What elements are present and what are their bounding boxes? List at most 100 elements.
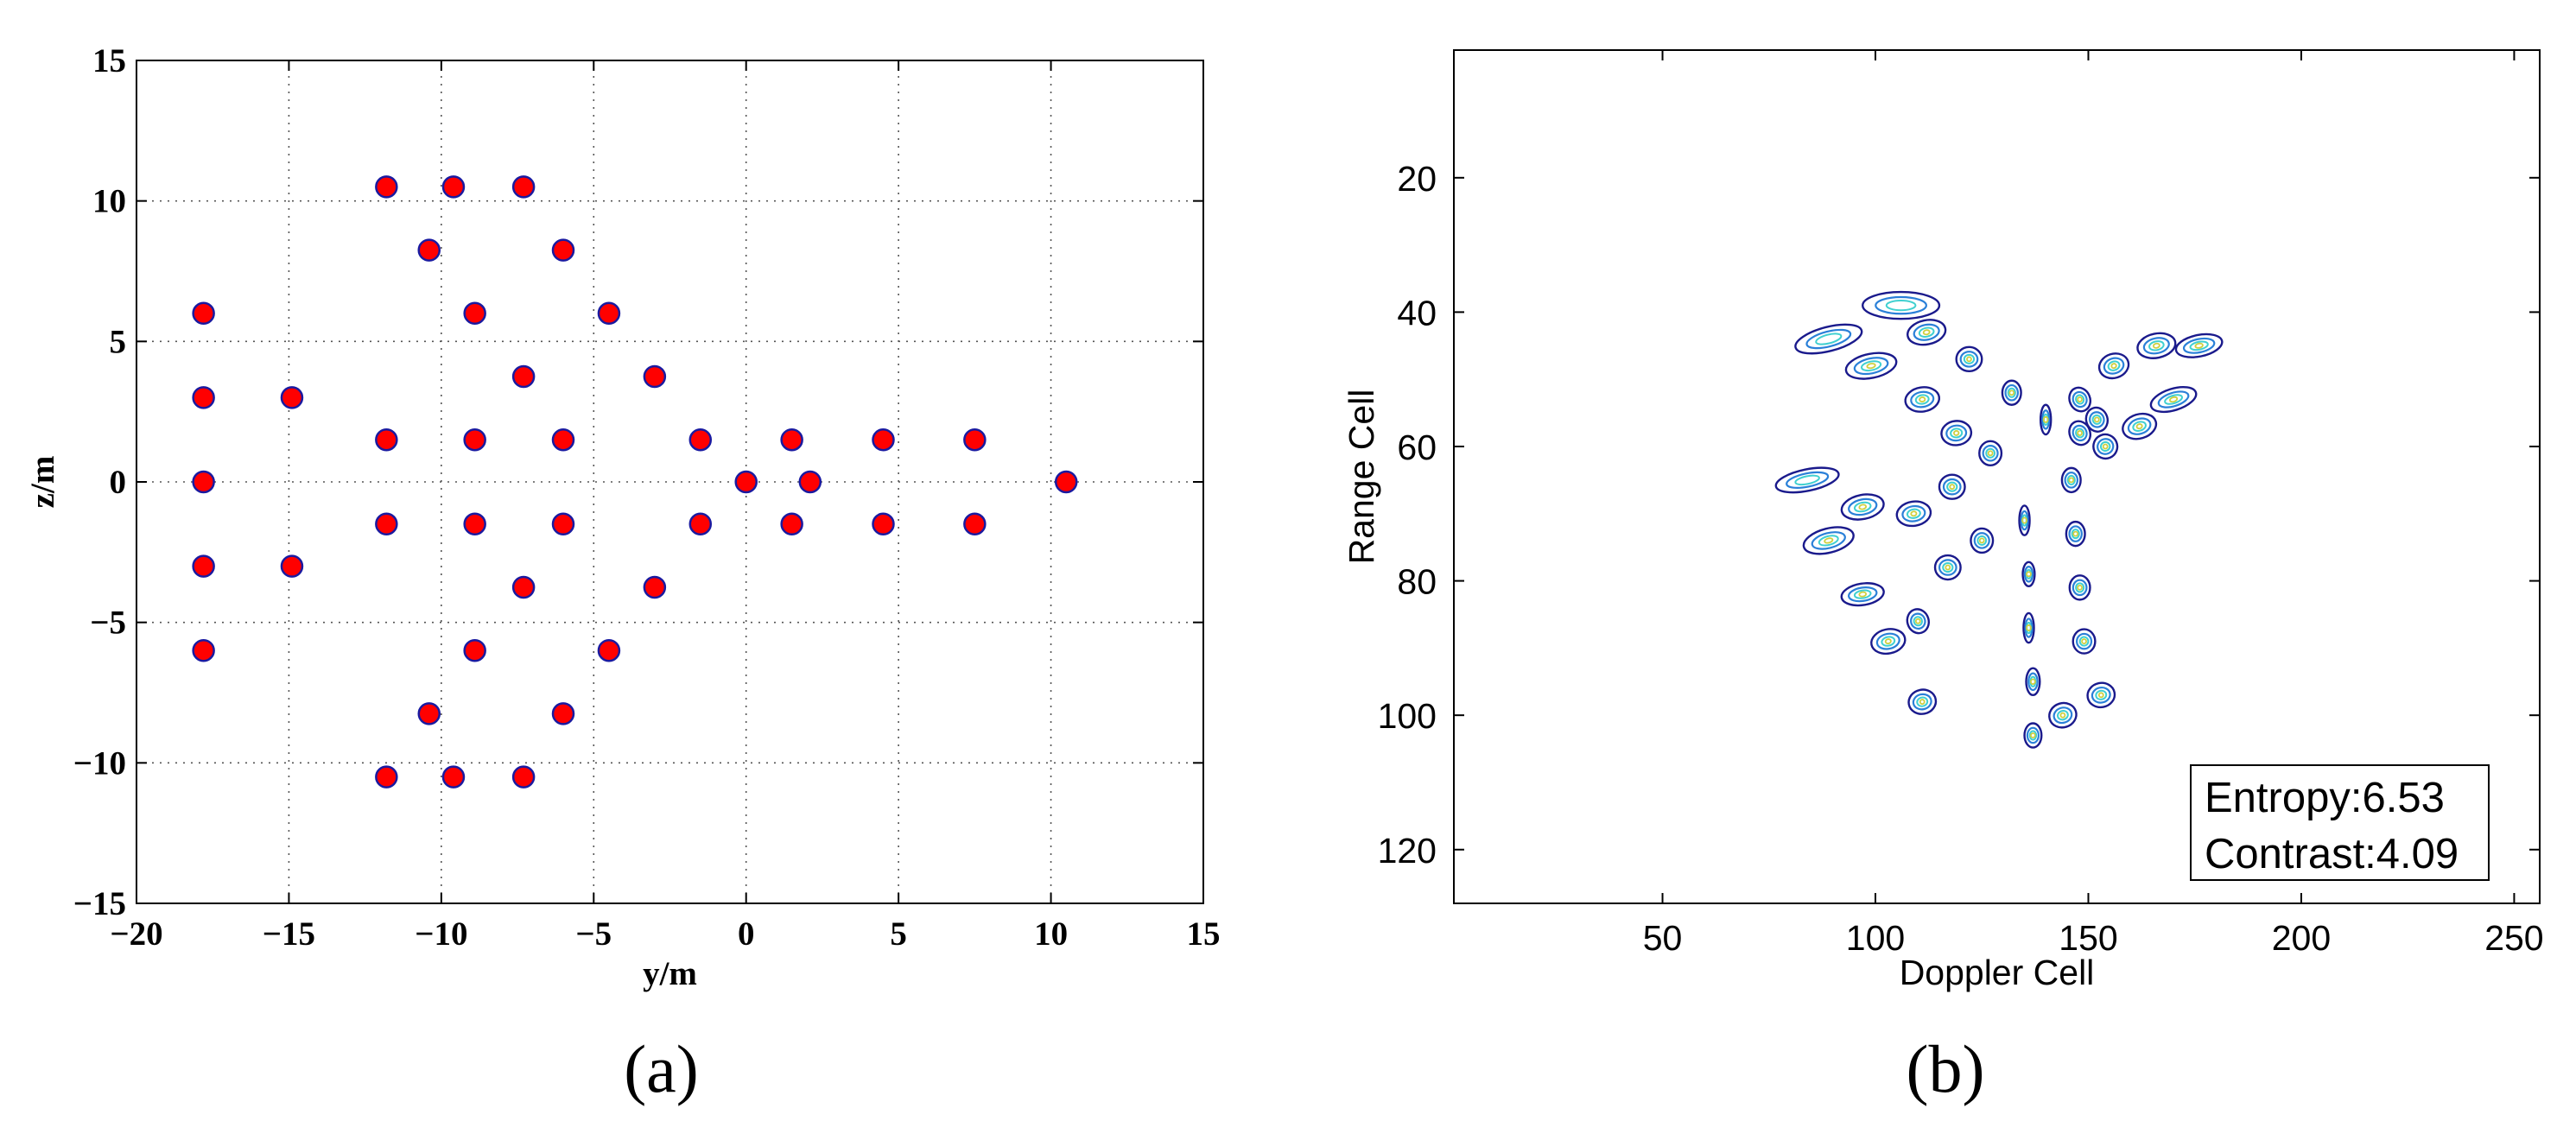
panel-b-contour-plot: 50 100 150 200 250 20 40 60 80 100 120 Entropy:6.5… [1342, 49, 2544, 1106]
contour-blob [2174, 332, 2224, 358]
contour-level-4 [1919, 699, 1926, 706]
contour-level-4 [1978, 537, 1985, 544]
contour-level-2 [1811, 531, 1846, 550]
scatter-point [872, 428, 895, 452]
contour-blob [1862, 290, 1941, 320]
contour-level-3 [1818, 535, 1839, 547]
contour-level-4 [2021, 516, 2027, 524]
contour-blob [2048, 701, 2078, 729]
contour-level-4 [1858, 504, 1868, 510]
contour-level-1 [1904, 386, 1941, 413]
contour-blob [2092, 433, 2119, 460]
contour-blob [1774, 466, 1840, 494]
contour-level-4 [1945, 564, 1951, 571]
contour-level-2 [2023, 566, 2034, 583]
panel-b-ticks: 50 100 150 200 250 20 40 60 80 100 120 [1378, 50, 2544, 958]
scatter-point [441, 765, 466, 788]
contour-level-1 [2068, 574, 2091, 601]
panel-a-grid [136, 60, 1203, 903]
contour-level-3 [2021, 514, 2027, 527]
scatter-point [417, 238, 441, 262]
contour-level-4 [2026, 624, 2032, 632]
contour-level-2 [1910, 612, 1926, 630]
panel-b-metrics-box [2190, 764, 2490, 881]
contour-level-3 [1913, 616, 1924, 627]
contour-level-1 [1844, 352, 1898, 380]
panel-b-y-tick-label: 60 [1397, 428, 1437, 467]
contour-level-4 [2110, 363, 2117, 370]
contour-level-3 [2095, 689, 2108, 700]
contour-level-1 [1794, 323, 1863, 355]
scatter-point [1054, 470, 1078, 494]
contour-level-4 [2102, 443, 2109, 450]
contour-level-3 [2026, 621, 2032, 635]
contour-level-4 [2026, 571, 2032, 578]
contour-blob [2039, 403, 2053, 436]
contour-level-2 [1910, 390, 1935, 408]
scatter-point [280, 386, 304, 409]
contour-blob [1840, 582, 1885, 607]
contour-level-3 [1916, 696, 1929, 707]
panel-a-x-tick-label: 5 [890, 915, 907, 953]
contour-blob [1794, 323, 1863, 355]
contour-level-3 [2189, 340, 2209, 352]
contour-level-4 [2152, 342, 2160, 349]
contour-level-1 [1907, 319, 1947, 346]
scatter-point [463, 512, 486, 536]
contour-level-1 [2018, 504, 2031, 536]
contour-level-2 [2053, 706, 2073, 725]
panel-b-x-axis-label: Doppler Cell [1900, 953, 2095, 992]
contour-level-3 [1794, 474, 1820, 486]
contour-blob [2136, 332, 2177, 359]
contour-level-4 [1910, 510, 1918, 517]
contour-level-2 [2024, 618, 2034, 638]
contour-level-2 [2182, 337, 2216, 354]
contour-blob [1955, 345, 1983, 373]
panel-b-contours [1774, 290, 2224, 749]
contour-level-4 [1953, 430, 1960, 436]
contour-blob [2001, 379, 2022, 406]
contour-level-4 [2194, 342, 2204, 349]
contour-level-1 [2022, 611, 2035, 644]
contour-blob [2021, 560, 2036, 588]
contour-level-1 [2065, 520, 2086, 548]
contour-blob [1802, 526, 1855, 555]
panel-a-x-tick-label: −5 [575, 915, 612, 953]
panel-a-x-tick-label: 15 [1187, 915, 1221, 953]
contour-level-2 [2142, 337, 2170, 355]
contour-level-1 [2084, 406, 2110, 433]
contour-level-2 [2020, 510, 2029, 531]
contour-level-1 [2023, 722, 2043, 749]
scatter-point [597, 301, 621, 326]
scatter-point [597, 638, 621, 662]
contour-level-1 [2021, 560, 2036, 588]
contour-level-2 [2027, 672, 2039, 692]
panel-a-y-tick-label: 5 [110, 323, 127, 360]
panel-b-y-tick-label: 20 [1397, 159, 1437, 199]
contour-level-2 [2004, 383, 2020, 402]
panel-b-x-tick-label: 200 [2272, 918, 2331, 958]
contour-level-3 [1976, 535, 1988, 546]
contour-level-1 [2092, 433, 2119, 460]
panel-b-y-tick-label: 100 [1378, 696, 1437, 736]
contour-blob [1844, 352, 1898, 380]
contour-level-4 [1858, 591, 1868, 598]
contour-level-3 [1885, 300, 1917, 312]
contour-blob [1938, 473, 1966, 500]
scatter-point [511, 765, 536, 788]
contour-level-3 [2042, 413, 2049, 427]
contour-level-2 [1938, 559, 1957, 576]
contour-level-4 [2008, 390, 2015, 396]
scatter-point [441, 175, 466, 199]
contour-level-2 [2072, 579, 2088, 597]
scatter-point [643, 575, 667, 599]
scatter-point [463, 638, 486, 662]
contour-level-3 [2071, 529, 2080, 540]
contour-level-4 [2059, 712, 2066, 719]
contour-level-3 [2028, 730, 2038, 741]
contour-blob [2084, 406, 2110, 433]
contour-level-1 [2060, 466, 2082, 494]
contour-level-2 [2091, 686, 2111, 704]
contour-level-2 [2064, 472, 2079, 489]
scatter-point [688, 512, 713, 536]
